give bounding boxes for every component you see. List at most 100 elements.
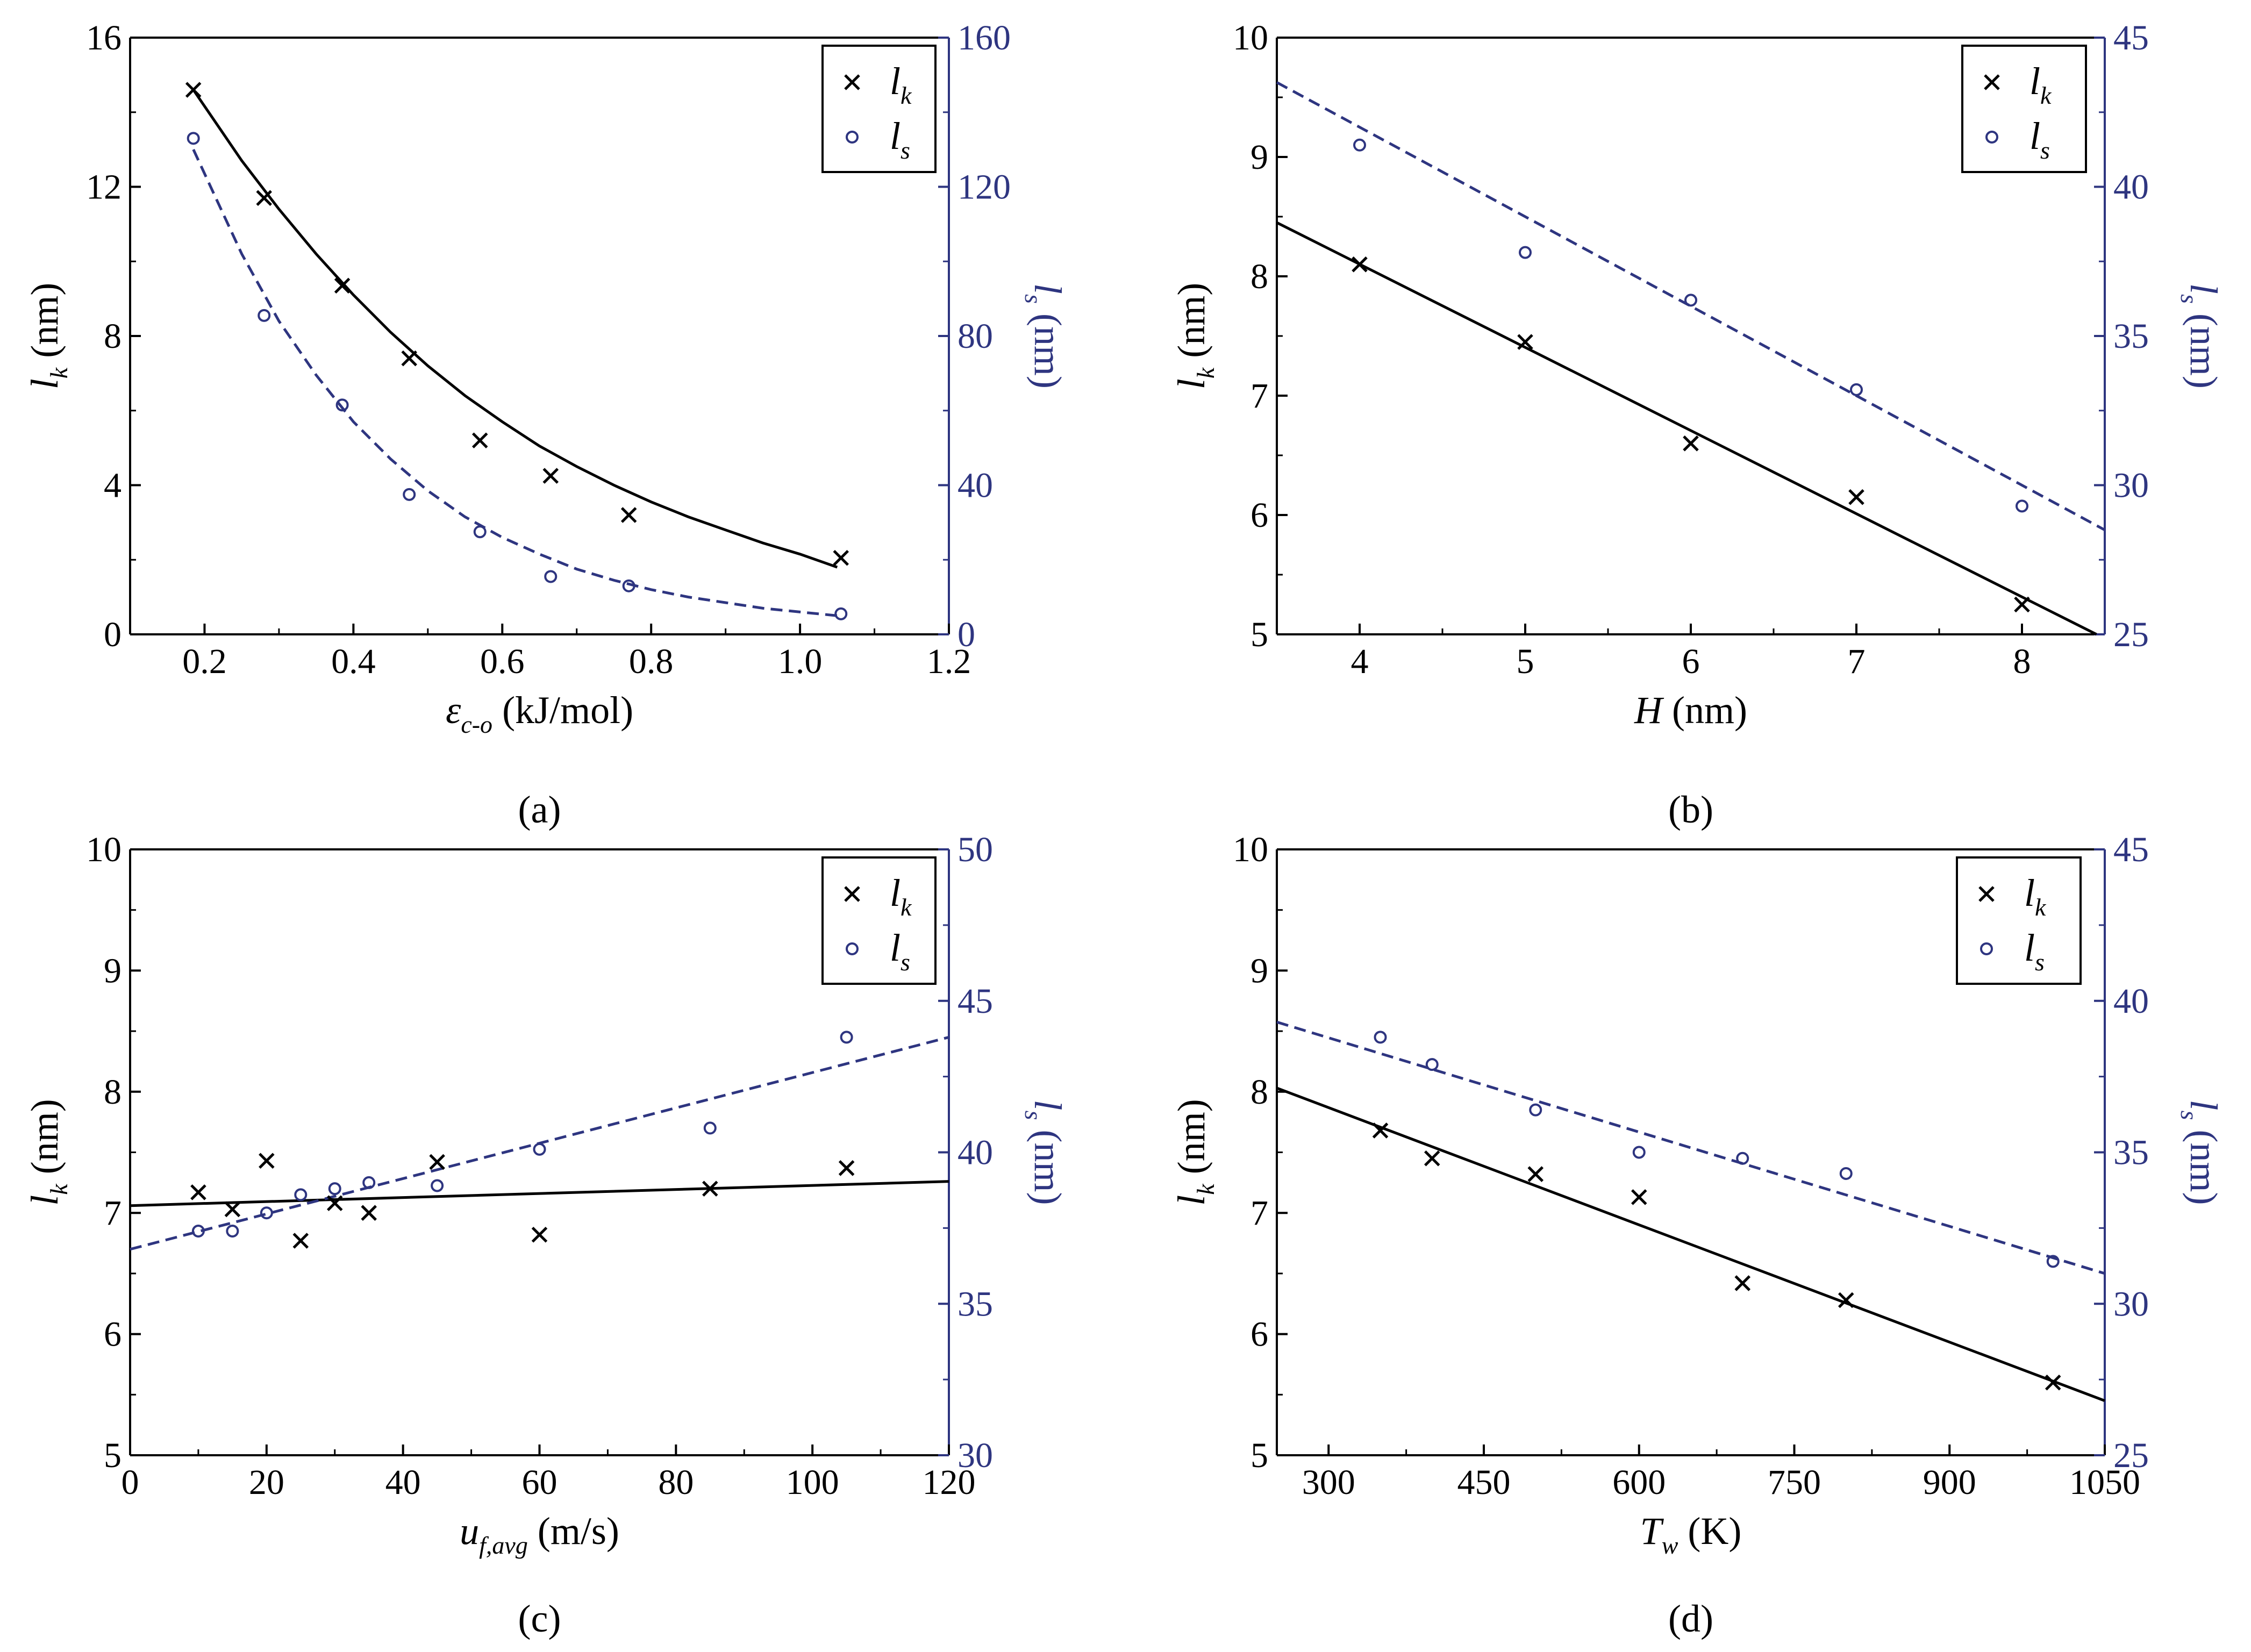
data-point-ls xyxy=(226,1225,239,1238)
legend-marker-lk xyxy=(1978,886,1995,902)
data-point-ls xyxy=(1684,294,1697,307)
y-right-tick-label: 25 xyxy=(2113,615,2149,654)
legend-box xyxy=(1956,856,2082,985)
data-point-lk xyxy=(259,1153,275,1169)
data-point-lk xyxy=(1527,1166,1544,1182)
legend-box xyxy=(821,45,937,173)
y-left-tick-label: 6 xyxy=(1250,1315,1268,1354)
y-left-tick-label: 16 xyxy=(86,18,122,58)
y-left-tick-label: 5 xyxy=(104,1436,122,1475)
data-point-lk xyxy=(326,1195,343,1211)
y-left-tick-label: 8 xyxy=(1250,257,1268,296)
x-tick-label: 450 xyxy=(1457,1463,1511,1502)
legend-label-ls: ls xyxy=(2030,115,2050,164)
data-point-lk xyxy=(361,1205,377,1221)
y-left-tick-label: 6 xyxy=(1250,496,1268,535)
x-tick-label: 0.2 xyxy=(182,642,227,681)
data-point-lk xyxy=(224,1201,241,1218)
data-point-lk xyxy=(190,1184,206,1200)
data-point-lk xyxy=(1838,1292,1854,1308)
data-point-ls xyxy=(2016,499,2028,513)
y-left-tick-label: 8 xyxy=(104,1072,122,1112)
x-tick-label: 1.2 xyxy=(927,642,971,681)
data-point-ls xyxy=(1529,1103,1542,1117)
chart-panel-3: 0 20 40 60 80 100 120 5 6 7 8 9 10 30 35 40 45 50 uf,avg (… xyxy=(23,830,1069,1640)
data-point-lk xyxy=(1517,334,1533,350)
data-point-lk xyxy=(1424,1150,1440,1167)
x-tick-label: 1.0 xyxy=(778,642,823,681)
chart-panel-1: 0.2 0.4 0.6 0.8 1.0 1.2048121604080120160εc-o… xyxy=(23,18,1069,831)
legend-label-lk: lk xyxy=(2024,871,2047,921)
data-point-ls xyxy=(840,1031,853,1044)
y-right-tick-label: 160 xyxy=(957,18,1011,58)
data-point-lk xyxy=(838,1160,855,1176)
y-right-tick-label: 35 xyxy=(2113,1133,2149,1172)
y-left-tick-label: 10 xyxy=(1233,830,1268,869)
x-axis-label: uf,avg (m/s) xyxy=(460,1510,619,1559)
y-right-axis-label: ls (nm) xyxy=(1020,1100,1069,1205)
y-left-tick-label: 9 xyxy=(1250,138,1268,177)
y-left-axis-label: lk (nm) xyxy=(1170,283,1219,389)
legend-label-ls: ls xyxy=(890,926,910,976)
data-point-lk xyxy=(1352,256,1368,273)
y-left-tick-label: 10 xyxy=(86,830,122,869)
data-point-ls xyxy=(294,1188,308,1202)
y-right-tick-label: 40 xyxy=(2113,982,2149,1021)
data-point-ls xyxy=(1736,1152,1749,1165)
x-tick-label: 600 xyxy=(1612,1463,1666,1502)
data-point-ls xyxy=(431,1179,444,1192)
legend-label-lk: lk xyxy=(2030,60,2052,109)
y-right-tick-label: 40 xyxy=(2113,168,2149,207)
data-point-ls xyxy=(834,607,848,620)
panel-caption: (d) xyxy=(1668,1597,1713,1640)
y-left-tick-label: 12 xyxy=(86,168,122,207)
x-tick-label: 1050 xyxy=(2069,1463,2140,1502)
data-point-lk xyxy=(429,1154,445,1170)
data-point-ls xyxy=(328,1182,341,1196)
data-point-lk xyxy=(185,82,202,98)
x-tick-label: 80 xyxy=(658,1463,694,1502)
y-right-axis-label: ls (nm) xyxy=(1020,283,1069,389)
data-point-ls xyxy=(335,398,349,412)
y-left-tick-label: 8 xyxy=(1250,1072,1268,1112)
x-tick-label: 0.4 xyxy=(331,642,376,681)
y-right-tick-label: 35 xyxy=(957,1284,993,1324)
data-point-ls xyxy=(1353,138,1366,152)
fit-line-l-k xyxy=(130,1180,949,1207)
x-tick-label: 7 xyxy=(1848,642,1866,681)
data-point-ls xyxy=(258,309,271,322)
y-right-tick-label: 40 xyxy=(957,1133,993,1172)
data-point-ls xyxy=(473,525,487,539)
data-point-ls xyxy=(533,1142,546,1156)
y-left-axis-label: lk (nm) xyxy=(23,283,73,389)
data-point-lk xyxy=(2045,1374,2061,1391)
data-point-lk xyxy=(702,1181,718,1197)
x-axis-label: Tw (K) xyxy=(1640,1510,1742,1559)
y-right-tick-label: 30 xyxy=(2113,1284,2149,1324)
y-right-tick-label: 45 xyxy=(2113,830,2149,869)
legend-marker-ls xyxy=(1985,131,1998,144)
y-left-tick-label: 4 xyxy=(104,466,122,505)
data-point-lk xyxy=(1372,1122,1389,1139)
data-point-ls xyxy=(622,579,635,592)
data-point-ls xyxy=(1850,383,1863,396)
legend-label-lk: lk xyxy=(890,60,912,109)
data-point-lk xyxy=(1683,435,1699,452)
x-tick-label: 8 xyxy=(2013,642,2031,681)
legend-box xyxy=(821,856,937,985)
y-left-tick-label: 7 xyxy=(1250,376,1268,416)
data-point-lk xyxy=(471,432,488,449)
data-point-ls xyxy=(703,1121,717,1135)
x-tick-label: 0.6 xyxy=(480,642,525,681)
y-left-tick-label: 9 xyxy=(1250,951,1268,990)
y-right-tick-label: 35 xyxy=(2113,317,2149,356)
data-point-lk xyxy=(833,550,849,566)
y-left-axis-label: lk (nm) xyxy=(23,1099,73,1205)
y-left-tick-label: 5 xyxy=(1250,615,1268,654)
data-point-lk xyxy=(292,1233,309,1249)
x-tick-label: 4 xyxy=(1351,642,1369,681)
